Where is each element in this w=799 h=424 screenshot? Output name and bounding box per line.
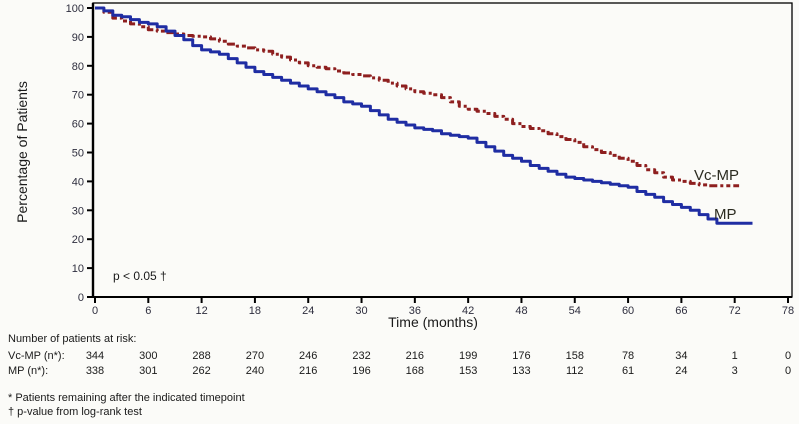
x-tick-label: 48 bbox=[515, 305, 527, 317]
risk-value: 199 bbox=[459, 350, 477, 362]
y-tick-label: 0 bbox=[78, 292, 84, 304]
x-tick-label: 30 bbox=[355, 305, 367, 317]
risk-value: 61 bbox=[622, 365, 634, 377]
x-tick-label: 42 bbox=[462, 305, 474, 317]
risk-value: 300 bbox=[139, 350, 157, 362]
risk-value: 34 bbox=[675, 350, 687, 362]
risk-value: 216 bbox=[406, 350, 424, 362]
risk-value: 240 bbox=[246, 365, 264, 377]
risk-row-label-vcmp: Vc-MP (n*): bbox=[8, 350, 65, 362]
risk-value: 133 bbox=[512, 365, 530, 377]
risk-row-label-mp: MP (n*): bbox=[8, 365, 48, 377]
x-tick-label: 0 bbox=[92, 305, 98, 317]
risk-value: 3 bbox=[732, 365, 738, 377]
x-tick-label: 66 bbox=[675, 305, 687, 317]
survival-curves bbox=[95, 6, 753, 225]
risk-value: 232 bbox=[352, 350, 370, 362]
risk-value: 0 bbox=[785, 350, 791, 362]
x-axis-title: Time (months) bbox=[388, 314, 478, 330]
y-tick-label: 50 bbox=[72, 148, 84, 160]
y-axis-title: Percentage of Patients bbox=[14, 81, 30, 223]
footnote-dagger: † p-value from log-rank test bbox=[8, 406, 142, 418]
y-tick-label: 80 bbox=[72, 61, 84, 73]
risk-table-values: 344 300 288 270 246 232 216 199 176 158 78 34 1 0 338 3… bbox=[86, 350, 791, 377]
y-tick-label: 10 bbox=[72, 263, 84, 275]
y-tick-label: 70 bbox=[72, 90, 84, 102]
x-tick-label: 18 bbox=[249, 305, 261, 317]
y-tick-label: 30 bbox=[72, 205, 84, 217]
risk-value: 216 bbox=[299, 365, 317, 377]
risk-value: 24 bbox=[675, 365, 687, 377]
y-tick-label: 20 bbox=[72, 234, 84, 246]
p-value-annotation: p < 0.05 † bbox=[113, 269, 167, 283]
x-tick-label: 60 bbox=[622, 305, 634, 317]
risk-value: 1 bbox=[732, 350, 738, 362]
y-tick-label: 100 bbox=[66, 3, 84, 15]
risk-value: 112 bbox=[566, 365, 584, 377]
x-tick-label: 78 bbox=[782, 305, 794, 317]
risk-value: 153 bbox=[459, 365, 477, 377]
risk-value: 246 bbox=[299, 350, 317, 362]
axis-ticks: 0 10 20 30 40 50 60 70 80 90 100 0 6 12 18 24 30 36 42 48 54… bbox=[66, 3, 794, 317]
y-tick-label: 60 bbox=[72, 119, 84, 131]
x-tick-label: 72 bbox=[729, 305, 741, 317]
risk-value: 270 bbox=[246, 350, 264, 362]
risk-value: 176 bbox=[512, 350, 530, 362]
curve-vcmp bbox=[95, 6, 740, 188]
risk-value: 78 bbox=[622, 350, 634, 362]
risk-value: 338 bbox=[86, 365, 104, 377]
risk-value: 158 bbox=[566, 350, 584, 362]
risk-value: 262 bbox=[192, 365, 210, 377]
risk-value: 301 bbox=[139, 365, 157, 377]
curve-mp bbox=[95, 6, 753, 225]
series-label-mp: MP bbox=[714, 206, 737, 223]
x-tick-label: 24 bbox=[302, 305, 314, 317]
x-tick-label: 54 bbox=[569, 305, 581, 317]
plot-frame bbox=[91, 2, 793, 298]
risk-value: 196 bbox=[352, 365, 370, 377]
risk-value: 0 bbox=[785, 365, 791, 377]
footnote-asterisk: * Patients remaining after the indicated… bbox=[8, 392, 245, 404]
x-tick-label: 12 bbox=[195, 305, 207, 317]
series-label-vcmp: Vc-MP bbox=[694, 167, 739, 184]
x-tick-label: 36 bbox=[409, 305, 421, 317]
x-tick-label: 6 bbox=[145, 305, 151, 317]
risk-value: 288 bbox=[192, 350, 210, 362]
risk-table-header: Number of patients at risk: bbox=[8, 333, 136, 345]
y-tick-label: 90 bbox=[72, 32, 84, 44]
risk-value: 168 bbox=[406, 365, 424, 377]
y-tick-label: 40 bbox=[72, 176, 84, 188]
risk-value: 344 bbox=[86, 350, 104, 362]
